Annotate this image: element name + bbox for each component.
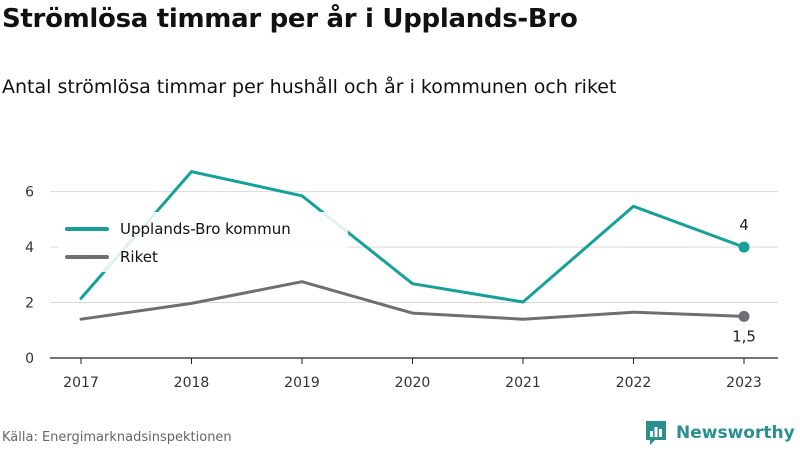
legend: Upplands-Bro kommun Riket (58, 212, 348, 272)
legend-label: Upplands-Bro kommun (120, 220, 291, 238)
newsworthy-logo-icon (646, 421, 666, 445)
x-tick-label: 2019 (284, 375, 320, 391)
data-labels: 41,5 (732, 216, 756, 345)
series-end-point (738, 310, 750, 322)
data-label: 1,5 (732, 327, 756, 345)
legend-background (58, 212, 348, 272)
series-layer (79, 170, 750, 322)
chart-subtitle: Antal strömlösa timmar per hushåll och å… (2, 76, 617, 98)
source-note: Källa: Energimarknadsinspektionen (2, 430, 232, 445)
y-tick-label: 2 (25, 296, 34, 312)
x-tick-label: 2021 (505, 375, 541, 391)
x-tick-label: 2022 (616, 375, 652, 391)
series-end-point (738, 241, 750, 253)
series-line-1 (79, 280, 746, 321)
chart-title: Strömlösa timmar per år i Upplands-Bro (2, 4, 578, 34)
y-tick-label: 6 (25, 185, 34, 201)
legend-label: Riket (120, 248, 158, 266)
brand-logo[interactable]: Newsworthy (644, 420, 795, 446)
x-tick-label: 2017 (63, 375, 99, 391)
y-tick-label: 0 (25, 351, 34, 367)
x-axis: 0 2 4 6 2017 2018 2019 2020 2021 2022 2023 (25, 185, 778, 391)
data-label: 4 (739, 216, 749, 234)
x-tick-label: 2023 (726, 375, 762, 391)
series-line-0 (79, 170, 746, 304)
x-tick-label: 2020 (395, 375, 431, 391)
brand-name: Newsworthy (676, 423, 795, 443)
x-tick-label: 2018 (174, 375, 210, 391)
y-tick-label: 4 (25, 240, 34, 256)
